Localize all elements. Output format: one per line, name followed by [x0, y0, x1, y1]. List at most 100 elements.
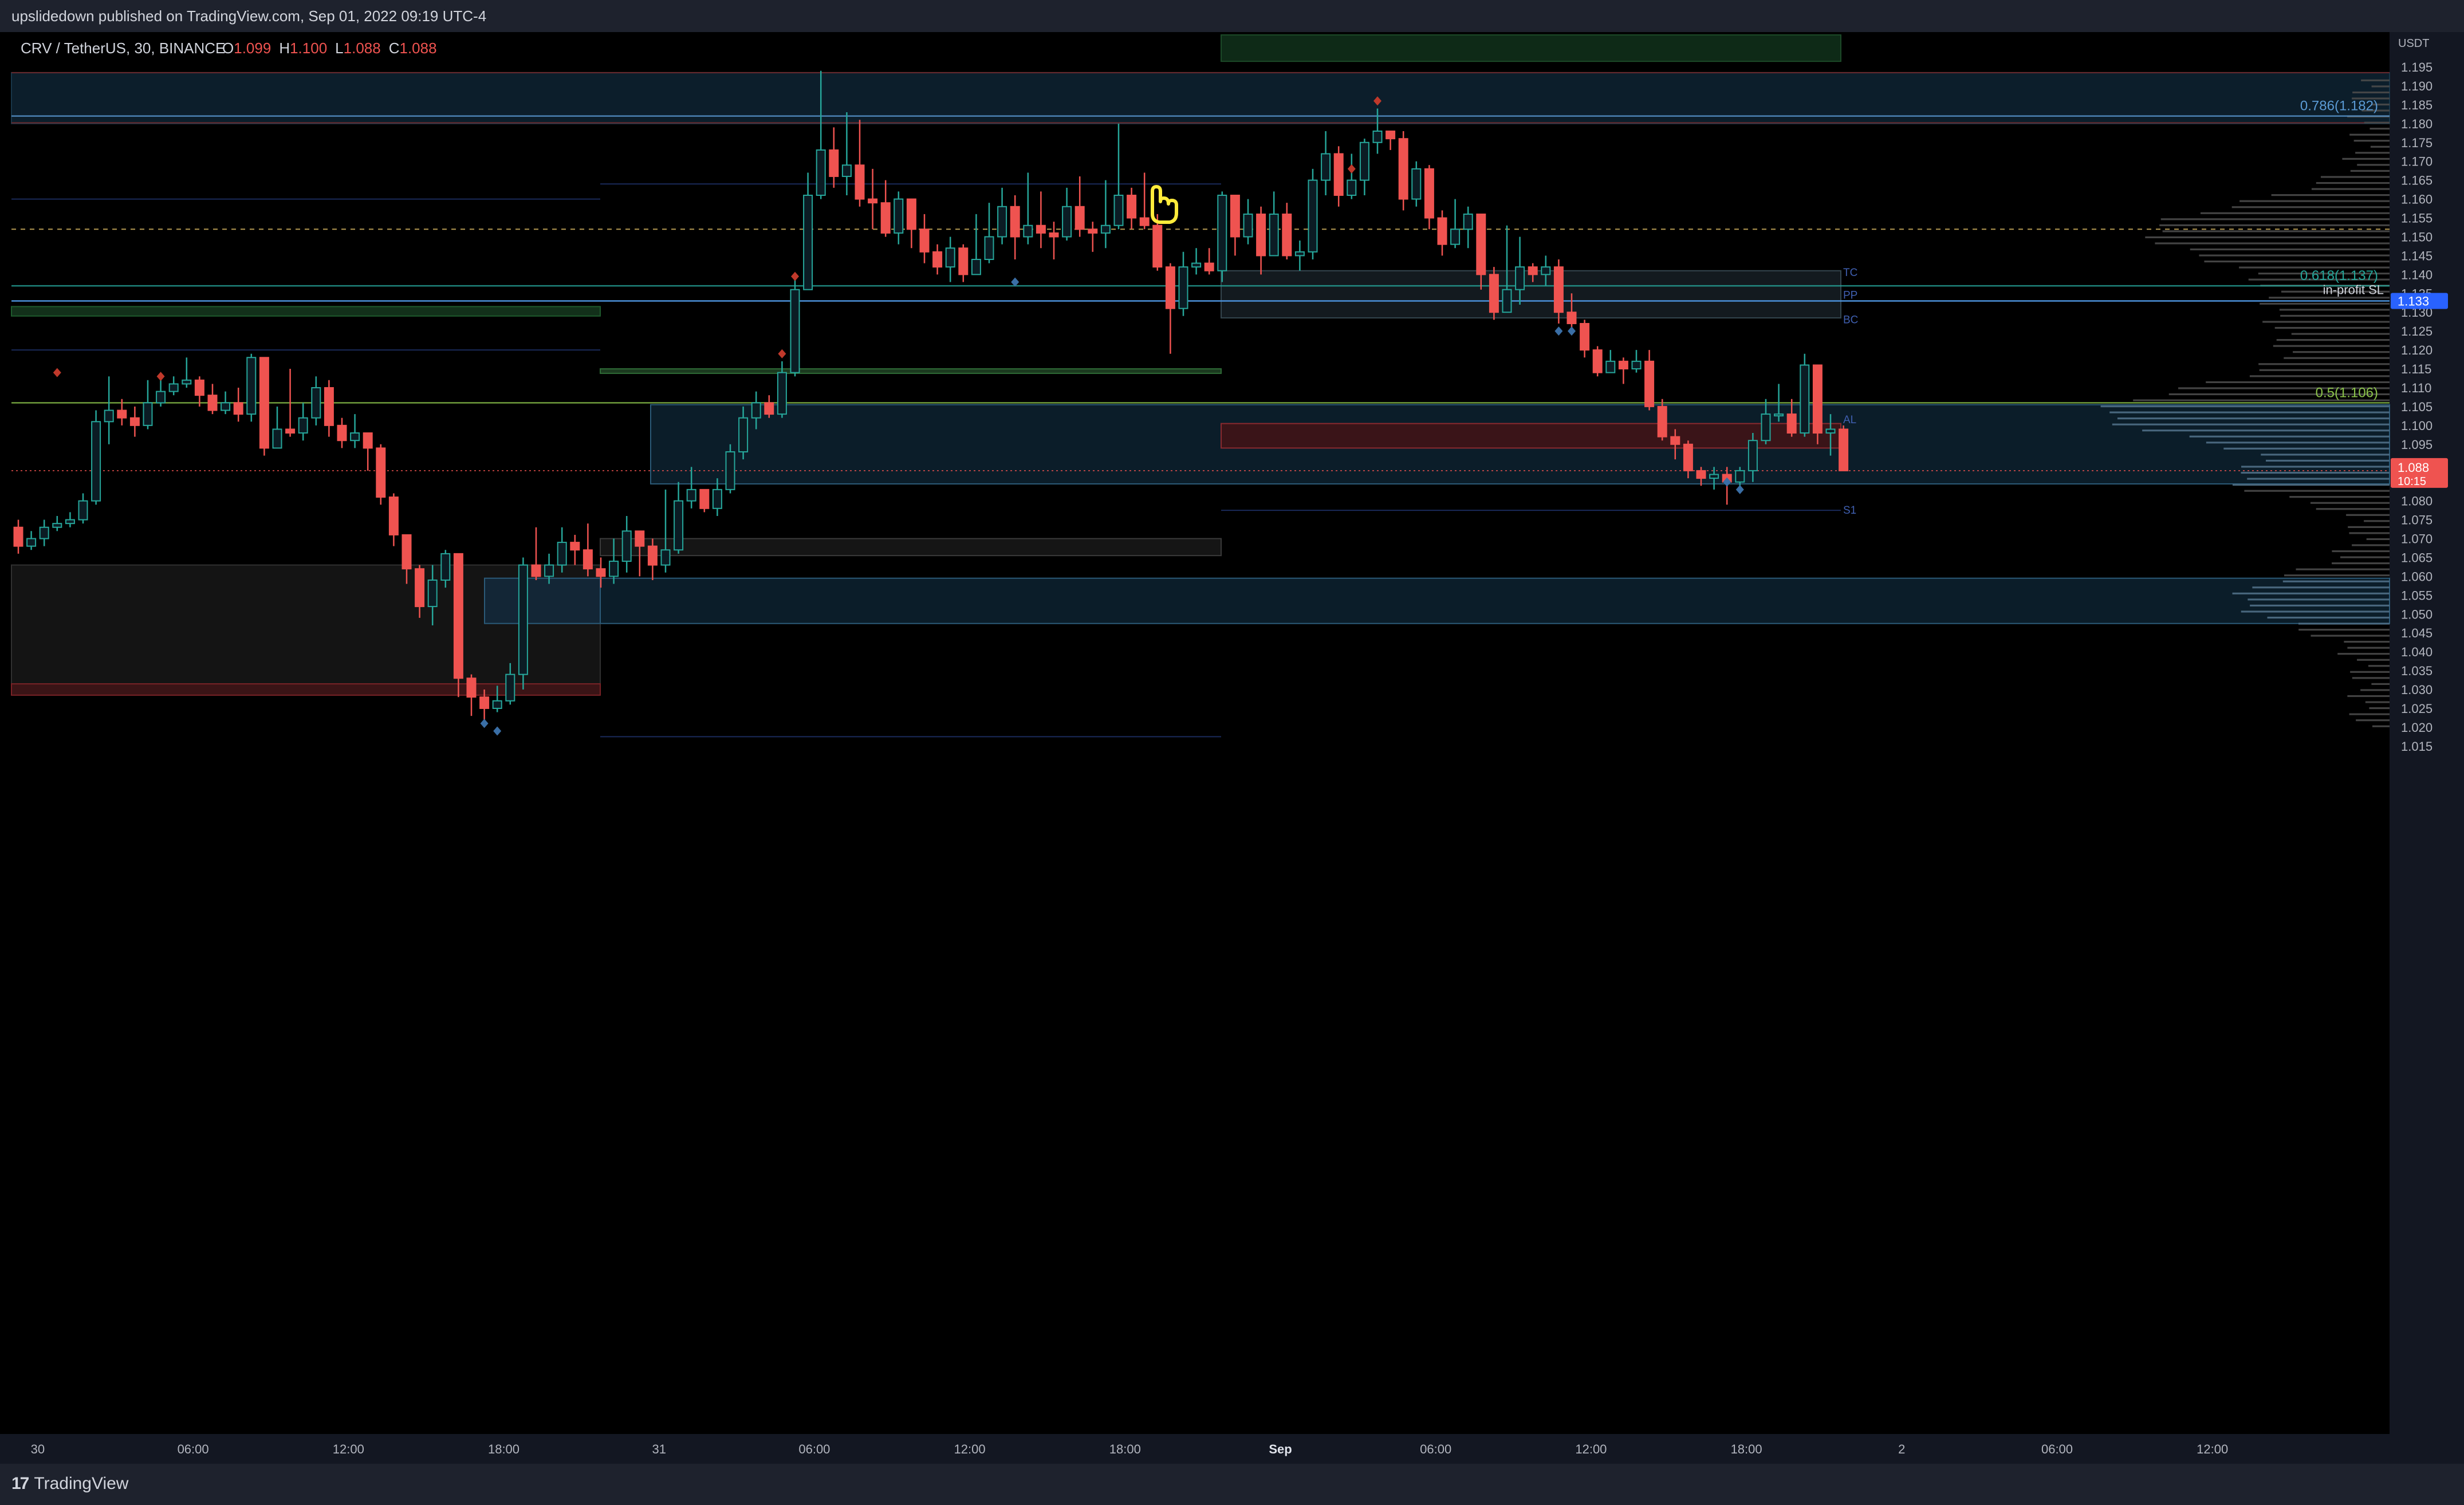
- legend-h-value: 1.100: [290, 40, 327, 57]
- candle: [816, 70, 826, 199]
- price-tick-label: 1.015: [2401, 739, 2432, 754]
- profile-bar: [2274, 326, 2390, 329]
- time-tick-label: 06:00: [798, 1442, 830, 1456]
- green-zone-left: [11, 306, 601, 317]
- price-tick-label: 1.060: [2401, 569, 2432, 584]
- profile-bar: [2368, 665, 2390, 667]
- candle: [764, 395, 774, 418]
- candle: [686, 467, 696, 509]
- price-axis-background: [2390, 32, 2464, 1464]
- profile-bar: [2350, 170, 2390, 172]
- price-axis-currency: USDT: [2398, 37, 2429, 50]
- candle: [1152, 214, 1163, 271]
- sl-price-label: 1.133: [2398, 294, 2429, 308]
- profile-bar: [2281, 290, 2390, 293]
- candle: [1437, 210, 1447, 256]
- candle: [880, 180, 891, 237]
- price-tick-label: 1.105: [2401, 400, 2432, 414]
- profile-bar: [2360, 689, 2390, 691]
- pivot-label: S1: [1843, 505, 1856, 517]
- time-tick-label: 12:00: [954, 1442, 986, 1456]
- price-tick-label: 1.100: [2401, 419, 2432, 433]
- profile-bar: [2168, 393, 2390, 396]
- fib-05-label: 0.5(1.106): [2316, 385, 2378, 400]
- green-line-zone: [600, 368, 1222, 374]
- candle: [1010, 195, 1020, 259]
- profile-bar: [2189, 435, 2390, 438]
- candles-layer: [13, 70, 1849, 720]
- tradingview-logo-icon: 17: [11, 1474, 29, 1493]
- price-tick-label: 1.040: [2401, 645, 2432, 659]
- profile-bar: [2347, 647, 2390, 649]
- price-axis[interactable]: USDT 1.195 1.190 1.185 1.180 1.175 1.170 1.165 1…: [2391, 37, 2448, 754]
- legend-l-label: L: [335, 40, 343, 57]
- candle: [1592, 346, 1603, 377]
- legend-symbol[interactable]: CRV / TetherUS, 30, BINANCE: [21, 40, 225, 57]
- candle: [272, 406, 282, 449]
- candle: [1294, 241, 1305, 271]
- time-axis[interactable]: 30 06:00 12:00 18:00 31 06:00 12:00 18:00 Sep 06:…: [31, 1442, 2229, 1456]
- candle: [1385, 130, 1396, 150]
- profile-bar: [2311, 188, 2390, 190]
- time-tick-label: 30: [31, 1442, 45, 1456]
- time-tick-label: 2: [1898, 1442, 1905, 1456]
- profile-bar: [2261, 454, 2390, 456]
- pivot-zone: [1221, 270, 1841, 319]
- profile-bar: [2347, 695, 2390, 698]
- candle: [78, 493, 88, 524]
- profile-bar: [2190, 248, 2390, 251]
- candle: [1347, 153, 1357, 199]
- candle: [1747, 433, 1758, 482]
- price-chart[interactable]: 0.786(1.182) 0.618(1.137) 0.5(1.106) in-pro…: [0, 32, 2464, 1464]
- zones-layer: [11, 34, 2390, 738]
- profile-bar: [2357, 659, 2390, 661]
- candle: [971, 214, 981, 275]
- candle: [906, 198, 916, 249]
- candle: [790, 278, 800, 377]
- profile-bar: [2349, 133, 2390, 136]
- candle: [182, 357, 192, 388]
- candle: [324, 380, 334, 437]
- profile-bar: [2361, 109, 2390, 112]
- candle: [1359, 139, 1369, 195]
- candle: [958, 244, 969, 282]
- candle: [479, 690, 490, 720]
- candle: [1463, 206, 1473, 249]
- price-tick-label: 1.125: [2401, 324, 2432, 338]
- candle: [932, 244, 943, 275]
- price-tick-label: 1.160: [2401, 192, 2432, 207]
- profile-bar: [2259, 369, 2390, 371]
- profile-bar: [2244, 490, 2390, 492]
- candle: [518, 557, 528, 690]
- candle: [52, 515, 62, 531]
- candle: [1528, 263, 1538, 282]
- legend-o-value: 1.099: [234, 40, 271, 57]
- candle: [1243, 199, 1253, 245]
- profile-bar: [2142, 430, 2390, 432]
- time-tick-label: 06:00: [1420, 1442, 1451, 1456]
- markers-layer: [53, 96, 1744, 736]
- time-tick-label: 18:00: [1109, 1442, 1141, 1456]
- profile-bar: [2284, 574, 2390, 577]
- candle: [415, 565, 425, 618]
- tradingview-logo[interactable]: 17 TradingView: [11, 1474, 128, 1494]
- profile-bar: [2369, 707, 2390, 710]
- candle: [1657, 399, 1667, 441]
- candle: [26, 531, 37, 550]
- profile-bar: [2355, 152, 2390, 154]
- candle: [712, 478, 722, 516]
- profile-bar: [2155, 242, 2390, 245]
- candle: [984, 203, 994, 263]
- buy-marker: [1568, 326, 1576, 336]
- legend-o-label: O: [222, 40, 234, 57]
- candle: [841, 112, 852, 195]
- sell-marker: [1347, 164, 1356, 174]
- candle: [894, 191, 904, 245]
- candle: [635, 530, 645, 577]
- profile-bar: [2204, 260, 2390, 263]
- profile-bar: [2223, 447, 2390, 450]
- price-tick-label: 1.140: [2401, 267, 2432, 282]
- candle: [544, 553, 554, 584]
- candle: [1553, 259, 1564, 324]
- price-tick-label: 1.020: [2401, 720, 2432, 735]
